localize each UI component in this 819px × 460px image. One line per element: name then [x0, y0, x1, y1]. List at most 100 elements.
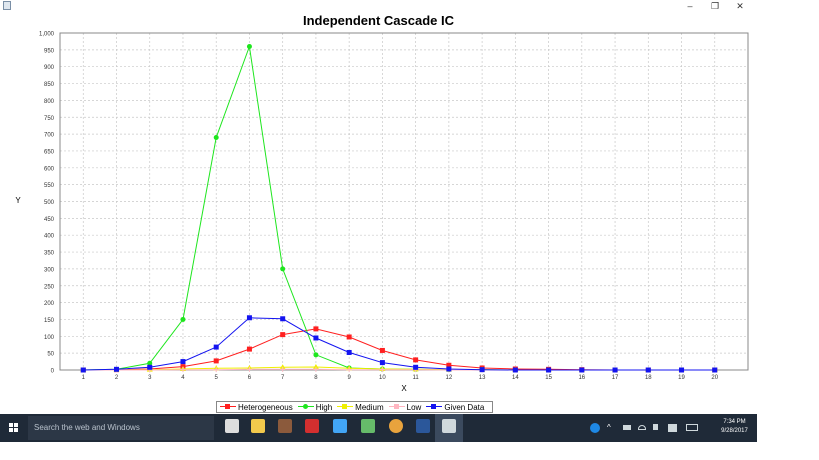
- data-point-given-data: [313, 335, 319, 341]
- grid-lines: [60, 32, 748, 371]
- data-point-heterogeneous: [413, 357, 419, 363]
- data-point-given-data: [147, 364, 153, 370]
- chevron-up-icon[interactable]: ^: [607, 423, 611, 432]
- notifications-icon[interactable]: [668, 424, 677, 432]
- data-point-given-data: [114, 366, 120, 372]
- java-app-icon[interactable]: [442, 419, 456, 433]
- y-tick-label: 150: [44, 318, 55, 324]
- data-point-high: [213, 134, 219, 140]
- data-point-given-data: [180, 359, 186, 365]
- data-point-low: [180, 367, 186, 373]
- chart-legend: Heterogeneous High Medium Low Given Data: [216, 401, 494, 413]
- legend-swatch-heterogeneous: [220, 403, 236, 411]
- legend-entry-heterogeneous: Heterogeneous: [220, 403, 293, 412]
- help-icon[interactable]: [590, 423, 600, 433]
- data-point-given-data: [712, 367, 718, 373]
- y-tick-label: 350: [44, 251, 55, 257]
- data-point-given-data: [679, 367, 685, 373]
- network-icon[interactable]: [623, 425, 631, 430]
- taskbar-search-input[interactable]: Search the web and Windows: [28, 416, 214, 440]
- clock-date: 9/28/2017: [721, 428, 748, 434]
- x-tick-label: 12: [446, 375, 453, 381]
- taskbar: Search the web and Windows ^ 7:34 PM 9/2…: [0, 414, 757, 442]
- pdf-reader-icon[interactable]: [305, 419, 319, 433]
- app-blue-icon[interactable]: [333, 419, 347, 433]
- app-green-icon[interactable]: [361, 419, 375, 433]
- data-point-given-data: [512, 367, 518, 373]
- legend-label: Heterogeneous: [238, 402, 293, 412]
- data-point-given-data: [479, 367, 485, 373]
- volume-icon[interactable]: [653, 424, 658, 430]
- y-tick-label: 300: [44, 267, 55, 273]
- legend-swatch-given-data: [426, 403, 443, 411]
- chrome-icon[interactable]: [389, 419, 403, 433]
- data-point-low: [346, 367, 352, 373]
- y-tick-label: 100: [44, 335, 55, 341]
- data-point-high: [180, 316, 186, 322]
- java-app-icon[interactable]: [3, 1, 11, 10]
- maximize-button[interactable]: ❐: [710, 1, 720, 11]
- x-tick-label: 4: [181, 375, 185, 381]
- data-point-heterogeneous: [280, 332, 286, 338]
- legend-entry-medium: Medium: [337, 403, 384, 412]
- data-point-heterogeneous: [346, 334, 352, 340]
- y-tick-label: 50: [47, 352, 54, 358]
- y-tick-label: 500: [44, 200, 55, 206]
- data-point-given-data: [446, 366, 452, 372]
- x-tick-label: 8: [314, 375, 318, 381]
- x-tick-label: 3: [148, 375, 152, 381]
- x-tick-label: 14: [512, 375, 519, 381]
- y-tick-label: 1,000: [39, 32, 55, 38]
- x-tick-label: 17: [612, 375, 619, 381]
- minimize-button[interactable]: ‒: [687, 1, 693, 11]
- y-tick-label: 800: [44, 99, 55, 105]
- y-tick-label: 450: [44, 217, 55, 223]
- y-tick-label: 700: [44, 133, 55, 139]
- data-point-low: [313, 366, 319, 372]
- x-tick-label: 9: [347, 375, 351, 381]
- data-point-low: [213, 367, 219, 373]
- start-button[interactable]: [0, 414, 28, 442]
- x-tick-label: 15: [545, 375, 552, 381]
- taskbar-clock[interactable]: 7:34 PM 9/28/2017: [712, 418, 757, 436]
- legend-swatch-medium: [337, 403, 354, 411]
- application-window: ‒ ❐ ✕ Independent Cascade IC 0 50 100 150 20…: [3, 1, 749, 413]
- x-tick-label: 1: [82, 375, 86, 381]
- y-tick-label: 200: [44, 301, 55, 307]
- x-tick-label: 10: [379, 375, 386, 381]
- game-icon[interactable]: [278, 419, 292, 433]
- x-axis-label: X: [401, 384, 407, 393]
- legend-swatch-low: [388, 403, 405, 411]
- word-icon[interactable]: [416, 419, 430, 433]
- wifi-icon[interactable]: [638, 425, 646, 430]
- y-tick-label: 0: [51, 369, 55, 375]
- file-explorer-icon[interactable]: [251, 419, 265, 433]
- legend-label: Given Data: [444, 402, 485, 412]
- data-point-high: [313, 352, 319, 358]
- y-tick-label: 600: [44, 166, 55, 172]
- legend-entry-low: Low: [388, 402, 422, 412]
- data-point-given-data: [213, 344, 219, 350]
- legend-label: Low: [406, 402, 422, 412]
- y-tick-label: 400: [44, 234, 55, 240]
- y-tick-label: 250: [44, 284, 55, 290]
- data-point-heterogeneous: [446, 362, 452, 368]
- data-point-given-data: [280, 316, 286, 322]
- chart-title: Independent Cascade IC: [303, 13, 454, 28]
- data-point-high: [246, 43, 252, 49]
- data-point-given-data: [246, 315, 252, 321]
- x-tick-label: 13: [479, 375, 486, 381]
- data-point-medium: [279, 364, 286, 370]
- data-point-given-data: [80, 367, 86, 373]
- axis-ticks: 0 50 100 150 200 250 300 350 400 450 500 550 600 650 7…: [39, 32, 719, 382]
- keyboard-icon[interactable]: [686, 424, 698, 431]
- data-point-high: [280, 266, 286, 272]
- x-tick-label: 19: [678, 375, 685, 381]
- line-chart: 0 50 100 150 200 250 300 350 400 450 500 550 600 650 7…: [15, 32, 749, 393]
- data-point-low: [246, 366, 252, 372]
- data-point-given-data: [546, 367, 552, 373]
- close-button[interactable]: ✕: [736, 1, 744, 11]
- y-axis-label: Y: [15, 196, 21, 205]
- y-tick-label: 850: [44, 82, 55, 88]
- task-view-icon[interactable]: [225, 419, 239, 433]
